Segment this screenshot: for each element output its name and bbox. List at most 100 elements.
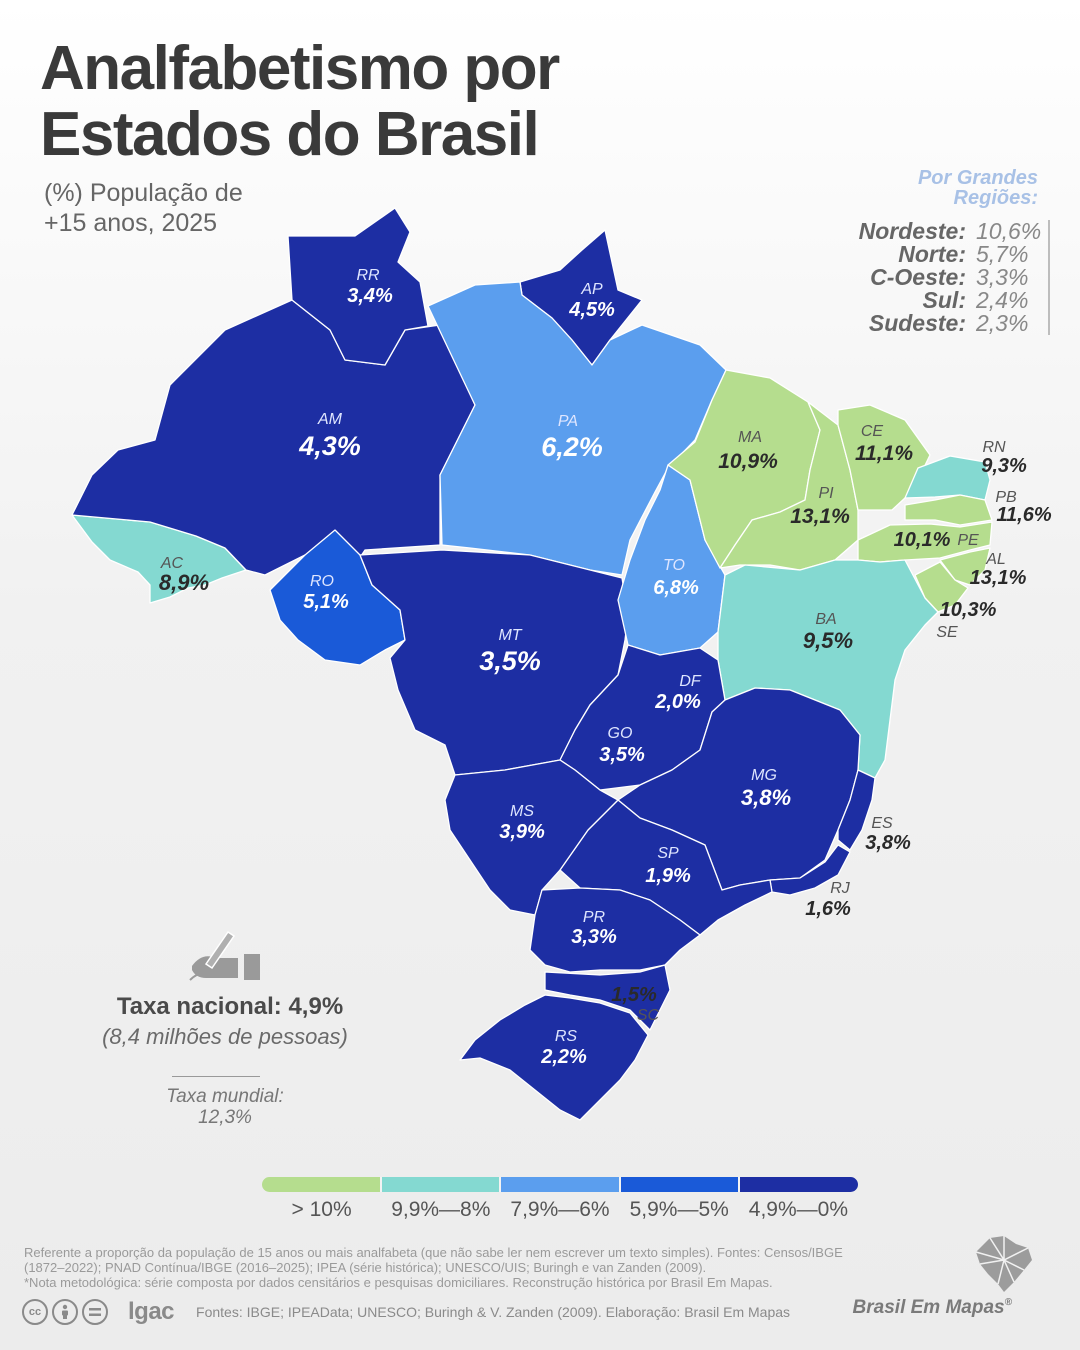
state-value-rn: 9,3% [981,455,1027,477]
state-value-rr: 3,4% [347,285,393,307]
legend-label-1: 9,9%—8% [391,1198,491,1221]
state-value-mt: 3,5% [479,646,541,676]
no-derivatives-icon [82,1299,108,1325]
state-value-ce: 11,1% [855,442,913,465]
state-value-rs: 2,2% [540,1046,587,1068]
legend-label-4: 4,9%—0% [748,1198,849,1221]
state-shape-rs[interactable] [459,994,649,1121]
legend: > 10% 9,9%—8% 7,9%—6% 5,9%—5% 4,9%—0% [262,1177,858,1222]
state-value-ba: 9,5% [803,628,853,653]
state-value-ro: 5,1% [303,591,349,613]
region-value: 5,7% [976,241,1029,267]
registered-mark: ® [1004,1297,1012,1308]
region-name: C-Oeste: [870,264,966,290]
region-name: Sudeste: [868,310,966,336]
state-code-go: GO [608,725,633,742]
state-value-es: 3,8% [865,832,911,854]
state-code-al: AL [985,551,1006,568]
region-value: 3,3% [976,264,1029,290]
brazil-map: AC 8,9% AM 4,3% RR 3,4% AP 4,5% PA 6,2% … [71,207,1052,1121]
pen-hand-icon [186,928,264,989]
brazil-map-icon [970,1230,1036,1301]
state-code-pb: PB [995,489,1017,506]
legend-labels: > 10% 9,9%—8% 7,9%—6% 5,9%—5% 4,9%—0% [262,1198,858,1222]
region-value: 10,6% [976,218,1042,244]
region-row-nordeste: Nordeste: 10,6% [810,218,1042,244]
legend-bar [262,1177,858,1192]
state-shape-pb[interactable] [904,494,993,526]
region-value: 2,4% [976,287,1029,313]
state-code-rn: RN [982,439,1006,456]
state-value-rj: 1,6% [805,898,851,920]
state-code-rj: RJ [830,880,851,897]
legend-swatch-4 [738,1177,858,1192]
legend-swatch-3 [618,1177,739,1192]
footer: cc lgac Fontes: IBGE; IPEAData; UNESCO; … [22,1298,790,1326]
state-value-sp: 1,9% [645,865,691,887]
state-value-am: 4,3% [298,431,361,461]
region-row-sul: Sul: 2,4% [810,289,1040,312]
national-rate: Taxa nacional: 4,9% [116,993,344,1020]
state-code-mg: MG [751,767,777,784]
footnote-method: *Nota metodológica: série composta por d… [24,1275,773,1290]
divider [172,1076,260,1077]
state-value-ms: 3,9% [499,821,545,843]
state-code-pe: PE [957,532,979,549]
brand-name: Brasil Em Mapas® [853,1297,1012,1319]
national-people: (8,4 milhões de pessoas) [102,1024,348,1049]
footnote: Referente a proporção da população de 15… [24,1245,844,1290]
regions-heading: Por Grandes Regiões: [810,168,1050,208]
brand-name-text: Brasil Em Mapas [852,1297,1005,1318]
legend-swatch-2 [499,1177,619,1192]
legend-label-0: > 10% [291,1198,352,1221]
state-value-ma: 10,9% [718,450,778,473]
state-shape-ms[interactable] [444,759,619,916]
state-code-ba: BA [815,611,836,628]
lgac-logo: lgac [128,1298,175,1325]
state-code-to: TO [663,557,685,574]
state-code-ap: AP [580,281,603,298]
state-value-ac: 8,9% [159,570,209,595]
state-value-go: 3,5% [599,744,645,766]
state-value-pb: 11,6% [996,504,1051,526]
title-line-2: Estados do Brasil [40,100,540,169]
sources-line: Fontes: IBGE; IPEAData; UNESCO; Buringh … [196,1304,791,1320]
region-row-sudeste: Sudeste: 2,3% [810,312,1040,335]
world-rate-label: Taxa mundial: [166,1086,284,1107]
cc-icon: cc [22,1299,48,1325]
attribution-icon [52,1299,78,1325]
state-shape-rj[interactable] [769,844,851,896]
region-name: Nordeste: [858,218,966,244]
state-code-pa: PA [558,413,578,430]
state-value-pe: 10,1% [894,529,951,551]
state-shape-rr[interactable] [287,207,429,366]
state-shape-sc[interactable] [544,964,671,1031]
region-row-norte: Norte: 5,7% [810,243,1040,266]
state-value-pi: 13,1% [790,505,850,528]
state-value-sc: 1,5% [611,984,657,1006]
legend-label-2: 7,9%—6% [510,1198,610,1221]
state-code-ac: AC [160,555,184,572]
state-value-al: 13,1% [970,567,1027,589]
state-code-sp: SP [657,845,679,862]
title-line-1: Analfabetismo por [40,34,560,103]
state-code-df: DF [679,673,702,690]
region-name: Norte: [898,241,966,267]
world-rate-value: 12,3% [198,1107,252,1128]
regions-heading-line-1: Por Grandes [917,167,1038,189]
state-code-pi: PI [818,485,834,502]
state-code-am: AM [317,411,343,428]
state-value-to: 6,8% [653,577,699,599]
state-code-ro: RO [310,573,334,590]
subtitle-line-2: +15 anos, 2025 [44,209,218,237]
state-code-rr: RR [356,267,380,284]
regions-heading-line-2: Regiões: [953,187,1038,209]
state-shape-es[interactable] [837,769,876,851]
state-code-rs: RS [555,1028,578,1045]
region-value: 2,3% [976,310,1029,336]
regions-panel: Por Grandes Regiões: Nordeste: 10,6% Nort… [810,168,1050,335]
state-value-pa: 6,2% [541,432,603,462]
legend-label-3: 5,9%—5% [629,1198,729,1221]
state-code-sc: SC [637,1007,660,1024]
page-title: Analfabetismo por Estados do Brasil [40,34,560,169]
